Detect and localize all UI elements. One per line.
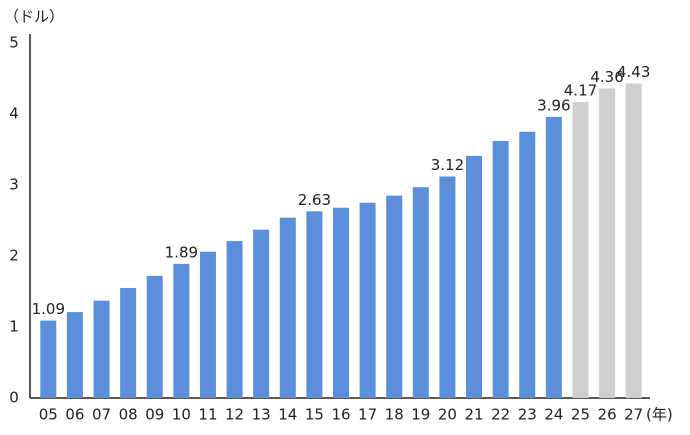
y-tick-label: 3: [9, 176, 19, 194]
x-tick-label: 13: [252, 406, 271, 424]
x-tick-label: 15: [305, 406, 324, 424]
x-tick-label: 22: [491, 406, 510, 424]
y-tick-label: 1: [9, 318, 19, 336]
y-tick-label: 5: [9, 34, 19, 52]
x-tick-label: 26: [598, 406, 617, 424]
bar: [572, 101, 589, 399]
bar: [439, 176, 456, 398]
bar: [66, 312, 83, 398]
bar: [625, 83, 642, 398]
bar: [226, 241, 243, 398]
y-tick-label: 0: [9, 389, 19, 407]
bar: [359, 202, 376, 398]
x-tick-label: 05: [39, 406, 58, 424]
value-label: 4.43: [617, 63, 650, 81]
x-unit-label: (年): [646, 406, 673, 424]
x-tick-label: 06: [65, 406, 84, 424]
x-tick-label: 11: [198, 406, 217, 424]
value-label: 2.63: [298, 191, 331, 209]
x-tick-label: 14: [278, 406, 297, 424]
bar: [253, 229, 270, 398]
x-tick-label: 18: [385, 406, 404, 424]
value-label: 4.36: [590, 68, 623, 86]
bar: [173, 263, 190, 398]
y-unit-label: （ドル）: [4, 8, 64, 26]
bar: [306, 211, 323, 398]
bar: [545, 116, 562, 398]
bar: [519, 131, 536, 398]
value-label: 3.12: [431, 156, 464, 174]
x-tick-label: 12: [225, 406, 244, 424]
bar: [412, 187, 429, 398]
bar: [492, 140, 509, 399]
x-tick-label: 08: [119, 406, 138, 424]
bar: [599, 88, 616, 398]
bar: [40, 320, 57, 398]
x-tick-label: 10: [172, 406, 191, 424]
x-tick-label: 09: [145, 406, 164, 424]
value-label: 4.17: [564, 81, 597, 99]
y-tick-label: 2: [9, 247, 19, 265]
value-label: 1.89: [165, 243, 198, 261]
y-tick-label: 4: [9, 105, 19, 123]
bar: [93, 300, 110, 398]
bar: [146, 275, 163, 398]
x-tick-label: 21: [464, 406, 483, 424]
x-tick-label: 16: [331, 406, 350, 424]
x-tick-label: 24: [544, 406, 563, 424]
x-tick-label: 23: [518, 406, 537, 424]
bar: [279, 217, 296, 398]
bar: [120, 287, 137, 398]
x-tick-label: 17: [358, 406, 377, 424]
bar: [466, 155, 483, 398]
x-tick-label: 19: [411, 406, 430, 424]
bar: [333, 207, 349, 398]
bar: [386, 195, 403, 398]
x-tick-label: 20: [438, 406, 457, 424]
value-label: 3.96: [537, 96, 570, 114]
x-tick-label: 27: [624, 406, 643, 424]
bar: [199, 251, 216, 398]
value-label: 1.09: [32, 300, 65, 318]
x-tick-label: 07: [92, 406, 111, 424]
x-tick-label: 25: [571, 406, 590, 424]
